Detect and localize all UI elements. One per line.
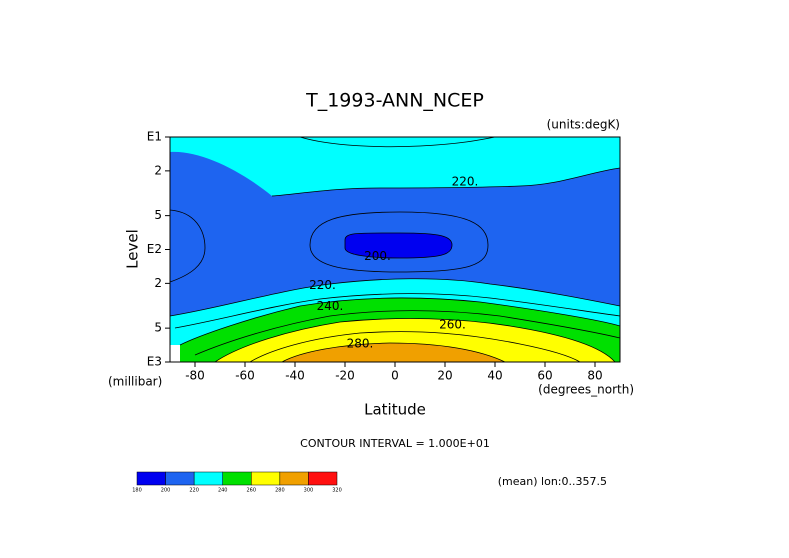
contour-line	[174, 293, 621, 329]
y-units-label: (millibar)	[108, 375, 162, 389]
colorbar-swatch	[308, 471, 338, 486]
contour-line	[169, 209, 206, 283]
chart-title: T_1993-ANN_NCEP	[305, 90, 484, 112]
y-tick-label: E3	[147, 355, 162, 369]
filled-contours	[170, 137, 620, 362]
x-units-label: (degrees_north)	[538, 383, 634, 397]
x-tick-label: 20	[437, 369, 452, 383]
contour-lines	[169, 136, 621, 363]
x-tick-label: 0	[391, 369, 399, 383]
units-label: (units:degK)	[547, 118, 620, 132]
fill-region	[282, 343, 505, 362]
y-tick-label: 2	[154, 163, 162, 177]
contour-label: 260.	[439, 318, 466, 332]
x-tick-label: -40	[285, 369, 305, 383]
colorbar-swatch	[136, 471, 166, 486]
y-tick-label: E2	[147, 242, 162, 256]
contour-line	[344, 232, 453, 259]
colorbar-label: 240	[218, 488, 228, 494]
footer: CONTOUR INTERVAL = 1.000E+01	[300, 437, 490, 450]
colorbar-swatch	[279, 471, 309, 486]
contour-line	[214, 318, 616, 363]
contour-line	[179, 297, 621, 346]
x-tick-label: -80	[185, 369, 205, 383]
colorbar-swatch	[193, 471, 223, 486]
note: (mean) lon:0..357.5	[498, 475, 607, 488]
colorbar-label: 220	[189, 488, 199, 494]
contour-line	[299, 136, 496, 148]
colorbar-label: 200	[161, 488, 171, 494]
x-axis-title: Latitude	[364, 401, 426, 419]
fill-region	[345, 232, 452, 258]
colorbar-label: 180	[132, 488, 142, 494]
fill-region	[170, 137, 620, 196]
colorbar-swatch	[251, 471, 281, 486]
colorbar-label: 280	[275, 488, 285, 494]
x-tick-label: -60	[235, 369, 255, 383]
x-tick-label: 60	[537, 369, 552, 383]
colorbar-swatch	[222, 471, 252, 486]
y-axis-title: Level	[124, 229, 142, 269]
contour-label: 240.	[317, 299, 344, 313]
contour-line	[194, 310, 621, 356]
contour-line	[169, 278, 621, 317]
contour-label: 220.	[452, 174, 479, 188]
colorbar-label: 300	[304, 488, 314, 494]
contour-line	[271, 167, 621, 197]
y-tick-label: 5	[154, 208, 162, 222]
contour-line	[249, 331, 581, 363]
colorbar-label: 260	[247, 488, 257, 494]
contour-label: 220.	[309, 278, 336, 292]
colorbar-swatch	[165, 471, 195, 486]
contour-label: 280.	[347, 336, 374, 350]
contour-label: 200.	[364, 249, 391, 263]
colorbar-label: 320	[332, 488, 342, 494]
missing-region	[170, 345, 180, 362]
y-tick-label: 5	[154, 321, 162, 335]
x-tick-label: 40	[487, 369, 502, 383]
contour-line	[281, 342, 506, 363]
x-tick-label: -20	[335, 369, 355, 383]
y-tick-label: 2	[154, 276, 162, 290]
y-tick-label: E1	[147, 130, 162, 144]
x-tick-label: 80	[587, 369, 602, 383]
contour-line	[309, 211, 489, 273]
